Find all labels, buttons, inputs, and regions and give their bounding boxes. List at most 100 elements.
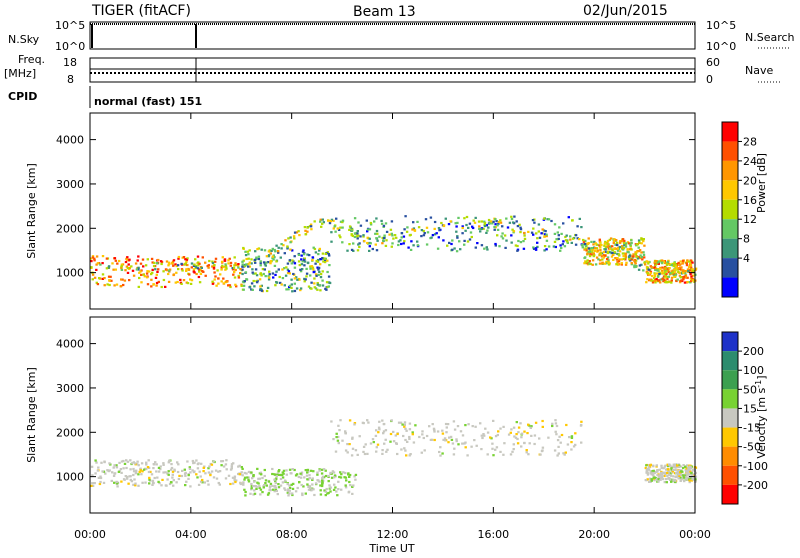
scatter-cell: [501, 237, 505, 240]
nave-tick-bottom: 0: [706, 73, 713, 86]
scatter-cell: [670, 264, 673, 267]
scatter-cell: [405, 429, 408, 432]
scatter-cell: [668, 463, 671, 466]
scatter-cell: [661, 478, 665, 481]
scatter-cell: [527, 453, 530, 456]
colorbar-frame: [721, 331, 739, 505]
scatter-cell: [602, 250, 606, 254]
scatter-cell: [152, 264, 156, 268]
scatter-cell: [105, 267, 109, 270]
scatter-cell: [585, 249, 588, 252]
scatter-cell: [303, 257, 306, 260]
scatter-cell: [306, 226, 309, 229]
scatter-cell: [384, 438, 387, 441]
scatter-cell: [681, 276, 685, 279]
scatter-cell: [337, 480, 340, 483]
scatter-cell: [578, 217, 581, 220]
scatter-cell: [547, 245, 551, 248]
scatter-cell: [318, 284, 322, 287]
scatter-cell: [268, 486, 272, 489]
scatter-cell: [516, 437, 519, 441]
scatter-cell: [262, 261, 266, 264]
scatter-cell: [632, 253, 635, 256]
scatter-cell: [405, 454, 408, 457]
scatter-cell: [98, 277, 101, 280]
scatter-cell: [136, 460, 139, 463]
scatter-cell: [365, 219, 368, 222]
scatter-cell: [545, 233, 548, 236]
scatter-cell: [209, 472, 212, 475]
scatter-cell: [433, 430, 436, 433]
scatter-cell: [189, 485, 192, 488]
scatter-cell: [259, 285, 262, 288]
scatter-cell: [368, 245, 371, 248]
scatter-cell: [645, 471, 648, 474]
scatter-cell: [264, 482, 267, 485]
scatter-cell: [533, 442, 536, 446]
scatter-cell: [477, 220, 481, 223]
scatter-cell: [237, 276, 241, 279]
scatter-cell: [300, 263, 304, 266]
scatter-cell: [101, 273, 105, 276]
scatter-cell: [182, 279, 186, 282]
scatter-cell: [648, 480, 651, 483]
scatter-cell: [340, 473, 343, 476]
scatter-cell: [584, 239, 587, 242]
scatter-cell: [242, 288, 245, 291]
scatter-cell: [676, 473, 680, 476]
scatter-cell: [583, 256, 586, 260]
scatter-cell: [335, 217, 338, 220]
scatter-cell: [320, 468, 324, 471]
scatter-cell: [400, 242, 403, 246]
scatter-cell: [216, 269, 219, 272]
scatter-cell: [290, 278, 293, 281]
scatter-cell: [426, 231, 430, 234]
scatter-cell: [574, 432, 577, 435]
scatter-cell: [167, 269, 171, 272]
scatter-cell: [519, 231, 522, 234]
scatter-cell: [257, 247, 261, 250]
scatter-cell: [125, 265, 129, 268]
scatter-cell: [211, 260, 214, 263]
scatter-cell: [180, 262, 183, 265]
scatter-cell: [648, 278, 652, 281]
scatter-cell: [453, 428, 457, 431]
scatter-cell: [540, 232, 543, 235]
scatter-cell: [101, 262, 104, 265]
scatter-cell: [168, 482, 172, 486]
scatter-cell: [563, 453, 566, 456]
scatter-cell: [326, 259, 329, 262]
scatter-cell: [339, 236, 342, 239]
scatter-cell: [331, 470, 335, 473]
scatter-cell: [166, 472, 169, 475]
scatter-cell: [685, 262, 688, 265]
scatter-cell: [363, 240, 366, 243]
scatter-cell: [195, 473, 198, 476]
scatter-cell: [275, 244, 278, 247]
scatter-cell: [142, 468, 146, 471]
scatter-cell: [353, 475, 356, 478]
scatter-cell: [220, 268, 223, 271]
velocity-panel-bg: [90, 317, 695, 513]
scatter-cell: [241, 260, 244, 263]
scatter-cell: [268, 270, 271, 273]
scatter-cell: [663, 268, 666, 271]
scatter-cell: [555, 433, 558, 436]
scatter-cell: [358, 435, 361, 438]
scatter-cell: [148, 478, 151, 481]
scatter-cell: [137, 255, 140, 258]
scatter-cell: [566, 241, 569, 244]
scatter-cell: [372, 441, 375, 444]
scatter-cell: [305, 272, 309, 275]
scatter-cell: [576, 237, 579, 240]
velocity-colorbar-label-sup: -1: [754, 380, 763, 388]
colorbar-segment: [722, 219, 738, 239]
scatter-cell: [519, 226, 522, 229]
scatter-cell: [319, 258, 323, 261]
scatter-cell: [473, 439, 476, 442]
scatter-cell: [151, 261, 154, 264]
scatter-cell: [336, 227, 339, 230]
scatter-cell: [480, 244, 484, 247]
scatter-cell: [351, 492, 354, 495]
scatter-cell: [496, 224, 499, 227]
